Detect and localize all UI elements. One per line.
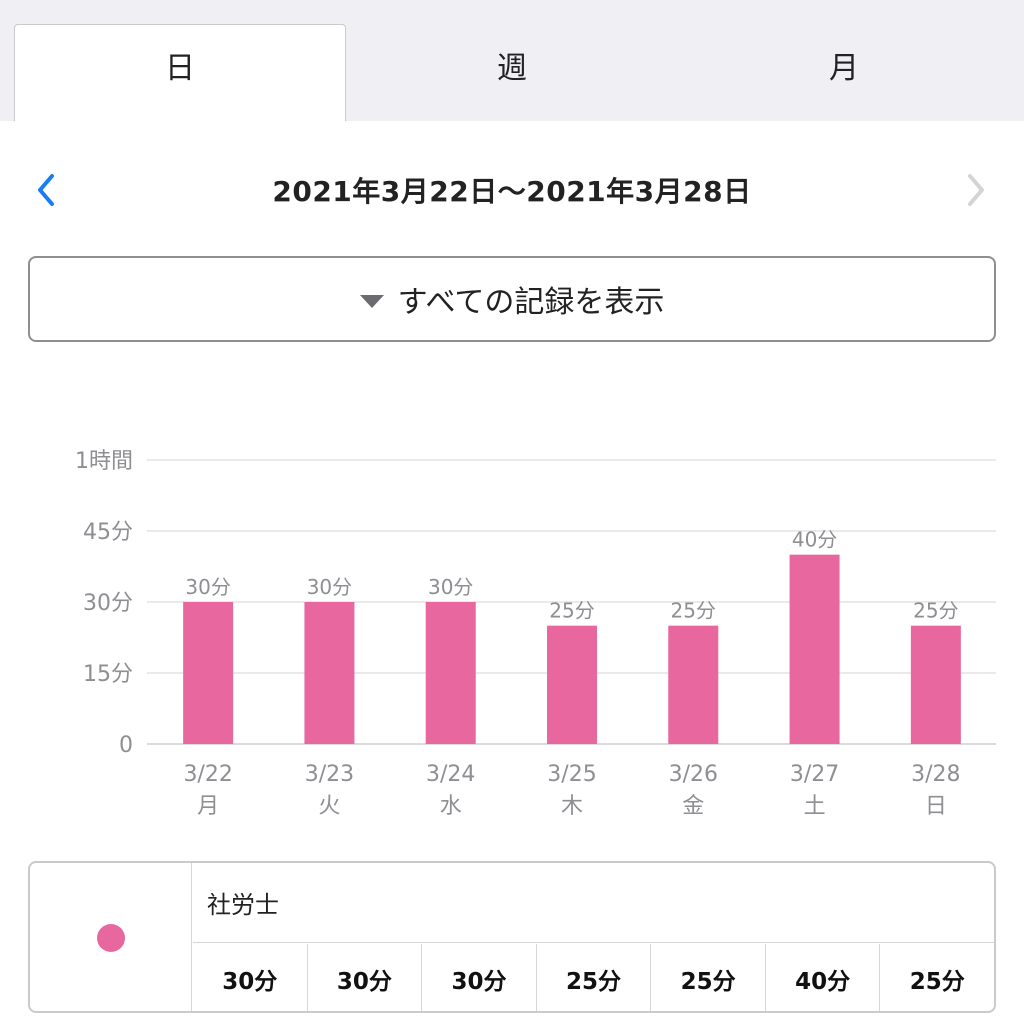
- daily-total-cell: 25分: [650, 944, 765, 1011]
- bar: [547, 625, 597, 744]
- subject-name: 社労士: [193, 863, 994, 943]
- legend-color-cell: [30, 863, 192, 1011]
- bar-value-label: 40分: [792, 528, 837, 552]
- tab-week[interactable]: 週: [346, 24, 678, 121]
- bar-value-label: 30分: [307, 575, 352, 599]
- y-tick-label: 1時間: [75, 449, 133, 474]
- bar: [425, 602, 476, 744]
- y-tick-label: 0: [119, 733, 133, 758]
- chevron-left-icon: [38, 174, 54, 206]
- bar: [304, 602, 355, 744]
- x-tick-weekday: 木: [561, 794, 583, 819]
- period-tab-bar: 日 週 月: [0, 0, 1024, 121]
- filter-label: すべての記録を表示: [397, 285, 665, 320]
- x-tick-date: 3/23: [305, 762, 354, 787]
- x-tick-weekday: 金: [682, 794, 704, 819]
- daily-total-cell: 30分: [306, 944, 422, 1011]
- tab-day-label: 日: [165, 51, 195, 86]
- tab-week-label: 週: [497, 50, 527, 86]
- record-filter-dropdown[interactable]: すべての記録を表示: [28, 256, 996, 342]
- bar-value-label: 25分: [913, 599, 958, 623]
- bar: [910, 625, 961, 744]
- x-tick-date: 3/22: [183, 762, 232, 787]
- tab-month-label: 月: [829, 50, 859, 86]
- daily-total-cell: 25分: [879, 944, 994, 1011]
- y-tick-label: 15分: [83, 662, 133, 687]
- x-tick-date: 3/25: [547, 762, 596, 787]
- x-tick-date: 3/28: [911, 762, 960, 787]
- x-tick-date: 3/26: [669, 762, 718, 787]
- x-tick-date: 3/27: [790, 762, 839, 787]
- x-tick-weekday: 月: [197, 794, 219, 819]
- bar: [183, 602, 234, 744]
- daily-total-cell: 25分: [535, 944, 651, 1011]
- x-tick-weekday: 日: [925, 794, 947, 819]
- bar-value-label: 30分: [428, 575, 473, 599]
- tab-day[interactable]: 日: [14, 24, 346, 121]
- bar-value-label: 25分: [549, 599, 594, 623]
- subject-summary-card: 社労士 30分 30分 30分 25分 25分 40分 25分: [28, 861, 996, 1013]
- bar-value-label: 25分: [671, 599, 716, 623]
- x-tick-weekday: 火: [318, 794, 340, 819]
- x-tick-weekday: 土: [804, 794, 826, 819]
- previous-week-button[interactable]: [26, 170, 66, 210]
- daily-total-cell: 40分: [764, 944, 880, 1011]
- legend-color-dot: [96, 924, 125, 952]
- daily-total-cell: 30分: [421, 944, 536, 1011]
- bar: [789, 554, 840, 744]
- x-tick-weekday: 水: [440, 794, 462, 819]
- date-range-label: 2021年3月22日〜2021年3月28日: [272, 175, 752, 208]
- study-time-bar-chart: 0 15分 30分 45分 1時間 30分 3/22 月 30分 3/23 火 30分 3/24 水 25分…: [75, 449, 996, 819]
- tab-month[interactable]: 月: [678, 24, 1010, 121]
- next-week-button[interactable]: [956, 170, 996, 210]
- y-tick-label: 45分: [83, 520, 133, 545]
- triangle-down-icon: [359, 294, 384, 308]
- bar: [668, 625, 719, 744]
- chevron-right-icon: [968, 174, 984, 206]
- y-tick-label: 30分: [83, 591, 133, 616]
- date-navigation: 2021年3月22日〜2021年3月28日: [0, 150, 1024, 230]
- daily-totals-row: 30分 30分 30分 25分 25分 40分 25分: [193, 944, 994, 1011]
- daily-total-cell: 30分: [222, 968, 278, 995]
- x-tick-date: 3/24: [426, 762, 475, 787]
- bar-value-label: 30分: [185, 575, 230, 599]
